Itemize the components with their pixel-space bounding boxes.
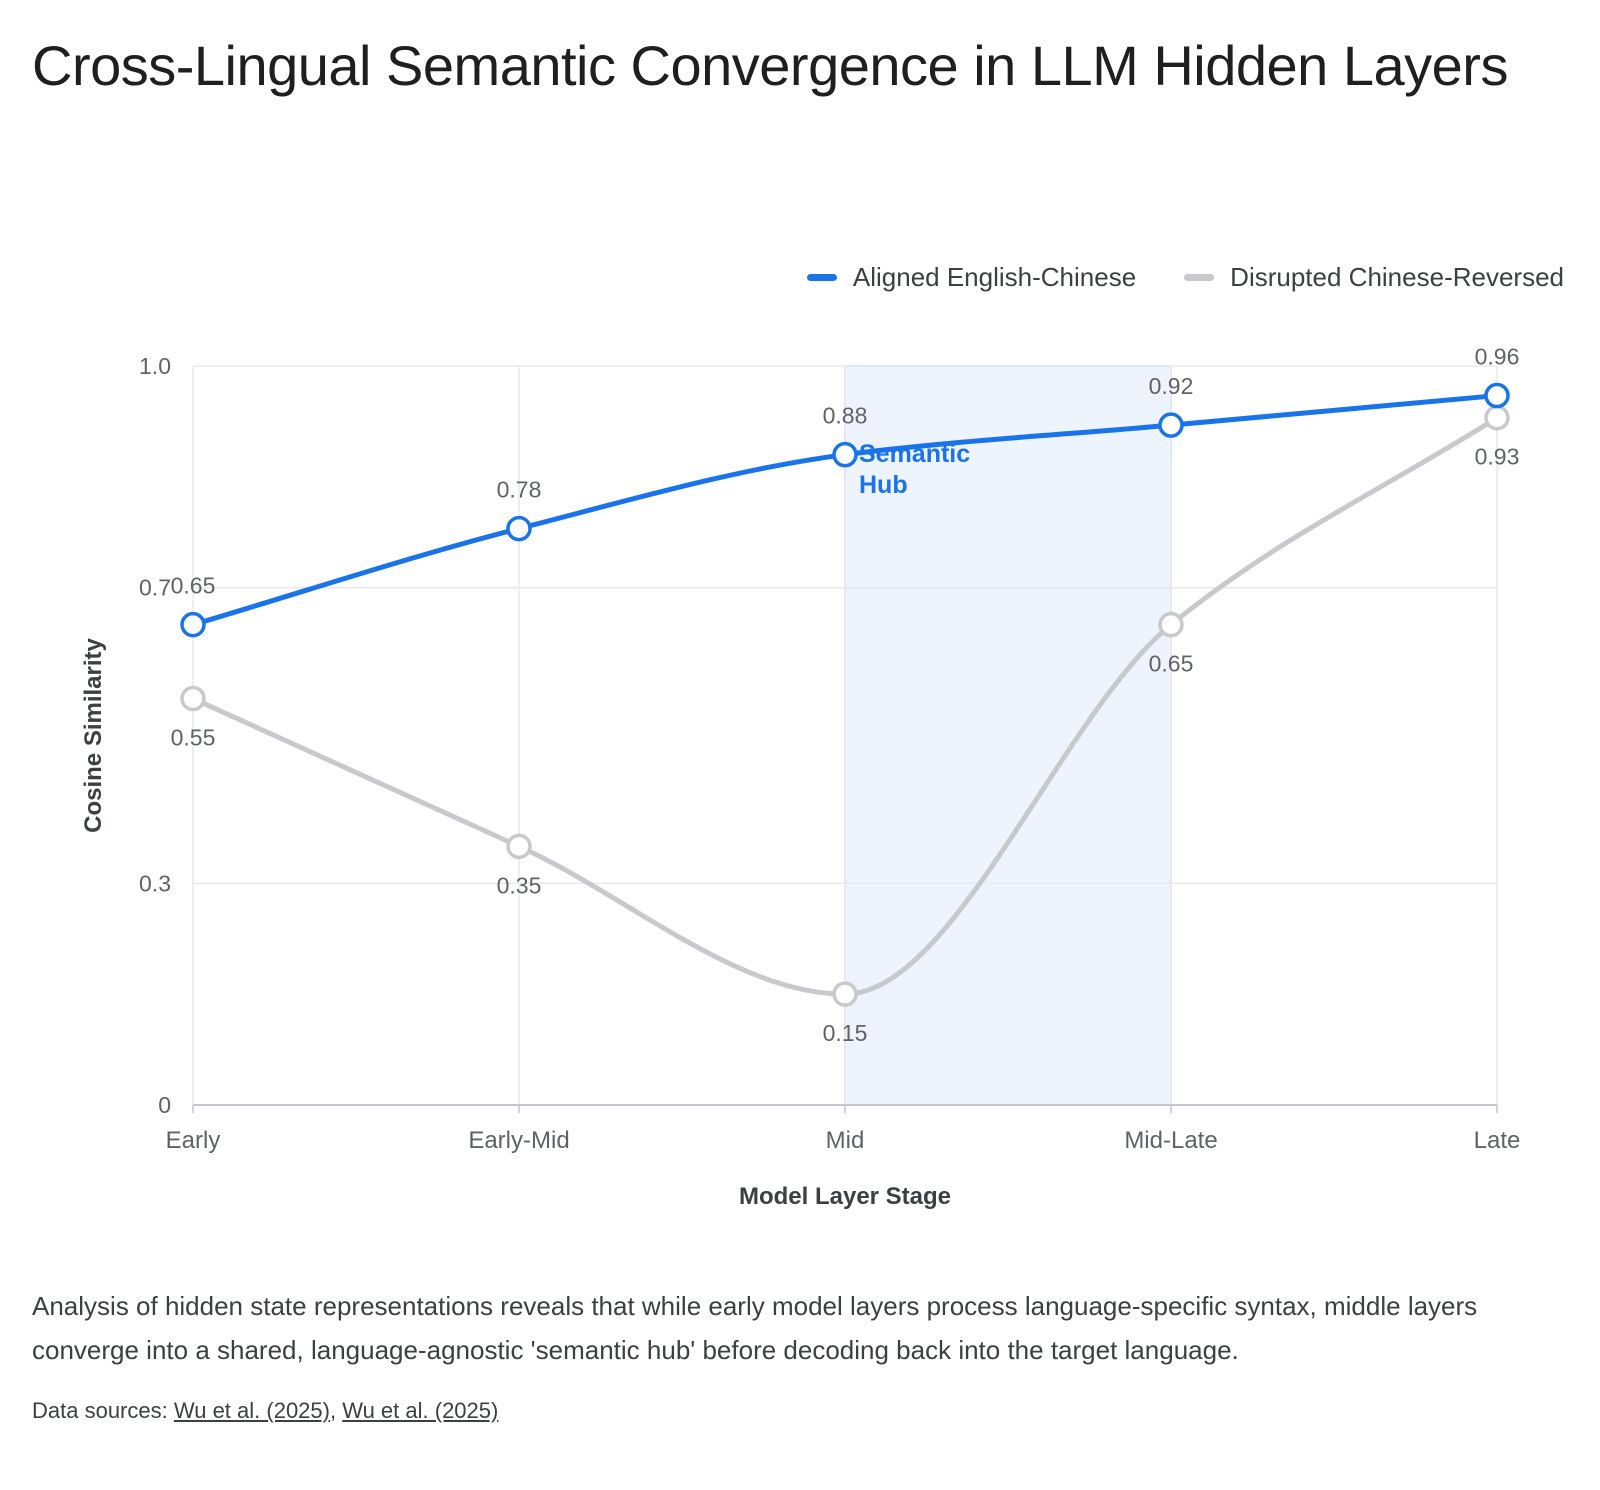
data-label-0-3: 0.92 [1149,373,1194,399]
annotation-label-line: Hub [859,471,908,499]
data-label-1-0: 0.55 [171,725,216,751]
data-label-0-1: 0.78 [497,477,542,503]
data-label-1-1: 0.35 [497,872,542,898]
legend-item-aligned[interactable]: Aligned English-Chinese [806,262,1137,293]
y-tick-label: 1.0 [139,353,171,379]
axes-layer: 0 0.3 0.7 1.0 Early Early-Mid Mid Mid-Late Late M… [80,353,1520,1210]
data-point-1-2[interactable] [832,981,858,1007]
data-point-0-1[interactable] [506,515,532,542]
series-points-layer [180,382,1510,1007]
legend-item-disrupted[interactable]: Disrupted Chinese-Reversed [1184,262,1564,293]
series-line-1 [190,415,1500,997]
data-point-0-2[interactable] [832,441,858,468]
y-tick-label: 0.7 [139,575,171,601]
data-sources: Data sources: Wu et al. (2025), Wu et al… [32,1398,499,1423]
x-axis-title: Model Layer Stage [739,1183,951,1210]
legend-label-disrupted: Disrupted Chinese-Reversed [1230,262,1564,292]
data-label-0-4: 0.96 [1475,344,1520,370]
data-label-1-4: 0.93 [1475,444,1520,470]
data-point-1-3[interactable] [1158,611,1184,638]
data-label-1-2: 0.15 [823,1020,868,1046]
annotation-label-layer: Semantic Hub [859,440,970,499]
y-tick-label: 0.3 [139,870,171,896]
data-point-1-4[interactable] [1484,404,1510,431]
data-point-1-1[interactable] [506,833,532,860]
data-point-0-4[interactable] [1484,382,1510,409]
chart-legend: Aligned English-Chinese Disrupted Chines… [806,262,1564,293]
x-tick-label: Late [1474,1127,1521,1154]
chart-title: Cross-Lingual Semantic Convergence in LL… [32,34,1508,97]
chart-description: Analysis of hidden state representations… [32,1291,1478,1365]
data-point-1-0[interactable] [180,685,206,712]
data-point-0-3[interactable] [1158,412,1184,438]
annotation-label-semantic-hub: Semantic Hub [859,440,970,499]
legend-swatch-aligned [806,274,837,281]
annotation-label-line: Semantic [859,440,970,468]
data-point-0-0[interactable] [180,611,206,638]
sources-label: Data sources: [32,1398,168,1423]
grid-layer [192,365,1498,1105]
y-axis-title: Cosine Similarity [80,637,107,832]
source-link-1[interactable]: Wu et al. (2025) [173,1398,330,1423]
data-label-0-0: 0.65 [171,573,216,599]
data-label-0-2: 0.88 [823,403,868,429]
legend-swatch-disrupted [1184,274,1215,281]
x-tick-label: Early [166,1127,221,1154]
data-label-1-3: 0.65 [1149,651,1194,677]
x-tick-label: Mid-Late [1124,1127,1217,1154]
data-labels-layer: 0.55 0.35 0.15 0.65 0.93 0.65 0.78 0.88 0.92 0.96 [171,344,1520,1047]
source-link-2[interactable]: Wu et al. (2025) [342,1398,499,1423]
x-tick-label: Mid [826,1127,865,1154]
legend-label-aligned: Aligned English-Chinese [852,262,1137,292]
x-tick-label: Early-Mid [468,1127,569,1154]
y-tick-label: 0 [158,1092,171,1118]
line-chart: 0 0.3 0.7 1.0 Early Early-Mid Mid Mid-Late Late M… [80,344,1520,1210]
